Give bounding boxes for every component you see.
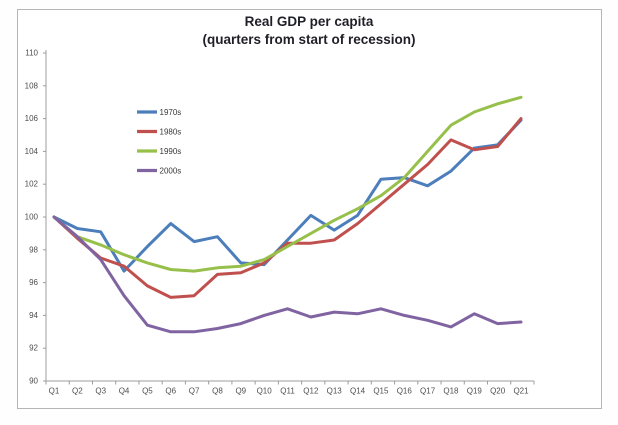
legend: 1970s 1980s 1990s 2000s xyxy=(137,108,181,176)
series-line-2000s xyxy=(52,215,523,334)
x-tick-label: Q6 xyxy=(165,387,176,396)
y-tick-label: 92 xyxy=(29,344,38,353)
x-axis: Q1 Q2 Q3 Q4 Q5 Q6 Q7 Q8 Q9 Q10 Q11 Q12 Q13 Q14 Q15 Q16 Q… xyxy=(45,380,535,396)
x-tick-label: Q10 xyxy=(257,387,273,396)
x-tick-label: Q14 xyxy=(350,387,366,396)
y-tick-label: 90 xyxy=(29,377,38,386)
x-tick-label: Q21 xyxy=(513,387,529,396)
legend-label-1970s: 1970s xyxy=(160,108,182,117)
x-tick-label: Q12 xyxy=(303,387,319,396)
legend-label-1980s: 1980s xyxy=(160,128,182,137)
series-line-1980s xyxy=(52,117,523,299)
y-axis-labels: 90 92 94 96 98 100 102 104 106 108 110 xyxy=(25,49,39,386)
y-tick-label: 104 xyxy=(25,147,39,156)
x-tick-label: Q15 xyxy=(373,387,389,396)
x-tick-label: Q11 xyxy=(280,387,295,396)
x-tick-label: Q20 xyxy=(490,387,506,396)
legend-label-1990s: 1990s xyxy=(160,147,182,156)
y-tick-label: 110 xyxy=(25,49,38,58)
y-tick-label: 94 xyxy=(29,311,38,320)
legend-label-2000s: 2000s xyxy=(160,167,182,176)
y-tick-label: 96 xyxy=(29,278,38,287)
legend-item-1970s: 1970s xyxy=(137,108,181,117)
x-tick-label: Q13 xyxy=(327,387,343,396)
x-tick-label: Q1 xyxy=(49,387,60,396)
x-tick-label: Q9 xyxy=(235,387,246,396)
x-tick-label: Q7 xyxy=(189,387,200,396)
x-tick-label: Q5 xyxy=(142,387,153,396)
x-tick-label: Q17 xyxy=(420,387,436,396)
x-tick-label: Q4 xyxy=(119,387,130,396)
chart-subtitle: (quarters from start of recession) xyxy=(202,32,415,47)
legend-item-1990s: 1990s xyxy=(137,147,181,156)
legend-item-2000s: 2000s xyxy=(137,167,181,176)
x-axis-labels: Q1 Q2 Q3 Q4 Q5 Q6 Q7 Q8 Q9 Q10 Q11 Q12 Q13 Q14 Q15 Q16 Q… xyxy=(49,387,529,396)
chart-title: Real GDP per capita xyxy=(245,14,374,29)
x-axis-ticks xyxy=(45,381,535,385)
legend-item-1980s: 1980s xyxy=(137,128,181,137)
x-tick-label: Q16 xyxy=(397,387,413,396)
y-axis-ticks xyxy=(43,52,46,382)
x-tick-label: Q18 xyxy=(443,387,459,396)
series-line-1970s xyxy=(52,118,523,273)
y-tick-label: 108 xyxy=(25,81,39,90)
y-tick-label: 98 xyxy=(29,245,38,254)
y-tick-label: 100 xyxy=(25,213,39,222)
y-tick-label: 102 xyxy=(25,180,39,189)
series-line-1990s xyxy=(52,95,523,273)
y-tick-label: 106 xyxy=(25,114,39,123)
x-tick-label: Q8 xyxy=(212,387,223,396)
x-tick-label: Q19 xyxy=(467,387,483,396)
chart-border xyxy=(17,9,602,409)
x-tick-label: Q3 xyxy=(95,387,106,396)
plot-area xyxy=(52,95,523,334)
x-tick-label: Q2 xyxy=(72,387,83,396)
y-axis: 90 92 94 96 98 100 102 104 106 108 110 xyxy=(25,49,47,386)
